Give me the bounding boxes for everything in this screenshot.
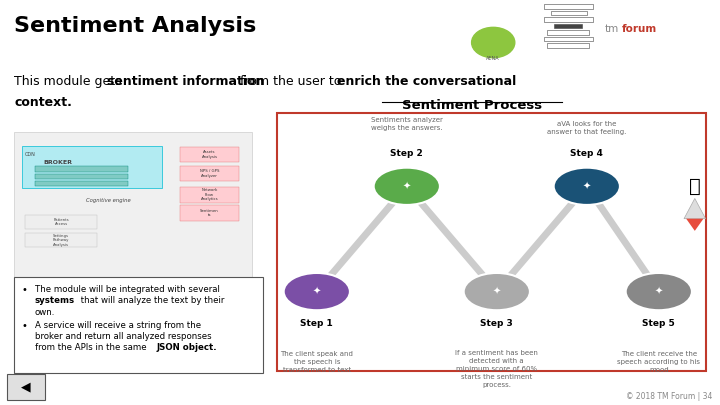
Text: ✦: ✦ xyxy=(492,287,501,296)
FancyBboxPatch shape xyxy=(14,132,252,334)
Circle shape xyxy=(554,168,620,205)
Text: ✦: ✦ xyxy=(402,181,411,191)
FancyBboxPatch shape xyxy=(25,233,97,247)
Circle shape xyxy=(374,168,440,205)
Text: Sentiment Process: Sentiment Process xyxy=(402,99,541,112)
FancyBboxPatch shape xyxy=(35,174,128,179)
Text: from the user to: from the user to xyxy=(236,75,346,88)
Text: that will analyze the text by their: that will analyze the text by their xyxy=(78,296,224,305)
FancyBboxPatch shape xyxy=(7,374,45,400)
Circle shape xyxy=(284,273,350,310)
Text: ◀: ◀ xyxy=(21,380,31,393)
FancyBboxPatch shape xyxy=(22,146,162,188)
FancyBboxPatch shape xyxy=(35,181,128,186)
Text: Patients
Access: Patients Access xyxy=(53,217,69,226)
Text: A service will receive a string from the: A service will receive a string from the xyxy=(35,321,201,330)
Polygon shape xyxy=(686,219,703,231)
Text: Cognitive engine: Cognitive engine xyxy=(86,198,131,203)
FancyBboxPatch shape xyxy=(14,277,263,373)
Text: Step 5: Step 5 xyxy=(642,320,675,328)
FancyBboxPatch shape xyxy=(554,24,582,28)
Text: •: • xyxy=(22,321,27,331)
Text: systems: systems xyxy=(35,296,75,305)
Polygon shape xyxy=(684,198,706,219)
Text: Assets
Analysis: Assets Analysis xyxy=(202,150,217,159)
Text: © 2018 TM Forum | 34: © 2018 TM Forum | 34 xyxy=(626,392,713,401)
Text: aVA looks for the
answer to that feeling.: aVA looks for the answer to that feeling… xyxy=(547,121,626,134)
Circle shape xyxy=(464,273,530,310)
Text: context.: context. xyxy=(14,96,72,109)
Text: NPS / GPS
Analyzer: NPS / GPS Analyzer xyxy=(199,169,220,178)
FancyBboxPatch shape xyxy=(180,205,239,221)
Ellipse shape xyxy=(472,28,515,58)
Text: Step 4: Step 4 xyxy=(570,149,603,158)
Text: If a sentiment has been
detected with a
minimum score of 60%
starts the sentimen: If a sentiment has been detected with a … xyxy=(455,350,539,388)
Text: BROKER: BROKER xyxy=(43,160,72,165)
Text: forum: forum xyxy=(621,24,657,34)
Text: This module gets: This module gets xyxy=(14,75,126,88)
Text: own.: own. xyxy=(35,308,55,317)
Text: Settings
Pathway
Analysis: Settings Pathway Analysis xyxy=(53,234,69,247)
Text: Sentiments analyzer
weighs the answers.: Sentiments analyzer weighs the answers. xyxy=(371,117,443,130)
Text: CDN: CDN xyxy=(25,152,36,157)
Text: from the APIs in the same: from the APIs in the same xyxy=(35,343,149,352)
Text: JSON object.: JSON object. xyxy=(157,343,217,352)
FancyBboxPatch shape xyxy=(180,187,239,202)
Text: ✦: ✦ xyxy=(312,287,321,296)
FancyBboxPatch shape xyxy=(277,113,706,371)
Text: Step 3: Step 3 xyxy=(480,320,513,328)
Text: The client receive the
speech according to his
mood: The client receive the speech according … xyxy=(617,352,701,373)
Text: AENA: AENA xyxy=(487,56,500,61)
Text: Sentiment Analysis: Sentiment Analysis xyxy=(14,16,256,36)
Text: The module will be integrated with several: The module will be integrated with sever… xyxy=(35,285,220,294)
Text: Sentimen
ts: Sentimen ts xyxy=(200,209,219,217)
Text: tm: tm xyxy=(605,24,619,34)
Text: •: • xyxy=(22,285,27,295)
Text: ✦: ✦ xyxy=(582,181,591,191)
Text: The client speak and
the speech is
transformed to text: The client speak and the speech is trans… xyxy=(280,352,354,373)
Text: Step 2: Step 2 xyxy=(390,149,423,158)
Text: enrich the conversational: enrich the conversational xyxy=(337,75,516,88)
Text: ✦: ✦ xyxy=(654,287,663,296)
FancyBboxPatch shape xyxy=(35,166,128,172)
Text: Step 1: Step 1 xyxy=(300,320,333,328)
Circle shape xyxy=(626,273,692,310)
Text: broker and return all analyzed responses: broker and return all analyzed responses xyxy=(35,332,211,341)
Text: sentiment information: sentiment information xyxy=(107,75,264,88)
FancyBboxPatch shape xyxy=(180,166,239,181)
Text: 👦: 👦 xyxy=(689,177,701,196)
FancyBboxPatch shape xyxy=(180,147,239,162)
FancyBboxPatch shape xyxy=(25,215,97,229)
Text: Network
Flow
Analytics: Network Flow Analytics xyxy=(201,188,218,201)
